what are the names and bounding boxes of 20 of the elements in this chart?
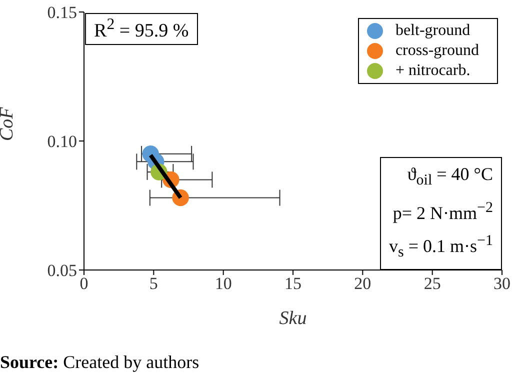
x-tick-label: 0 (80, 274, 88, 294)
annotation: p= 2 N·mm$^{−2}$ (392, 199, 493, 226)
legend-label: + nitrocarb. (395, 62, 470, 79)
x-tick-label: 30 (494, 274, 510, 294)
y-axis-title: CoF (0, 106, 18, 141)
annotation: ϑ$_{oil}$ = 40 °C (406, 162, 493, 190)
y-tick-label: 0.15 (47, 3, 77, 22)
x-axis-title: Sku (279, 308, 307, 329)
legend-label: belt-ground (395, 22, 470, 39)
annotation: v$_{s}$ = 0.1 m·s$^{−1}$ (389, 232, 493, 263)
x-tick-label: 25 (424, 274, 441, 294)
source-note: Source: Created by authors (0, 352, 200, 373)
x-tick-label: 10 (214, 274, 232, 294)
y-tick-label: 0.05 (47, 261, 77, 280)
x-tick-label: 5 (149, 274, 158, 294)
y-tick-label: 0.10 (47, 132, 77, 152)
x-tick-label: 15 (284, 274, 302, 294)
x-tick-label: 20 (354, 274, 372, 294)
annotation: R$^{2}$ = 95.9 % (85, 13, 198, 46)
legend-label: cross-ground (395, 42, 479, 59)
